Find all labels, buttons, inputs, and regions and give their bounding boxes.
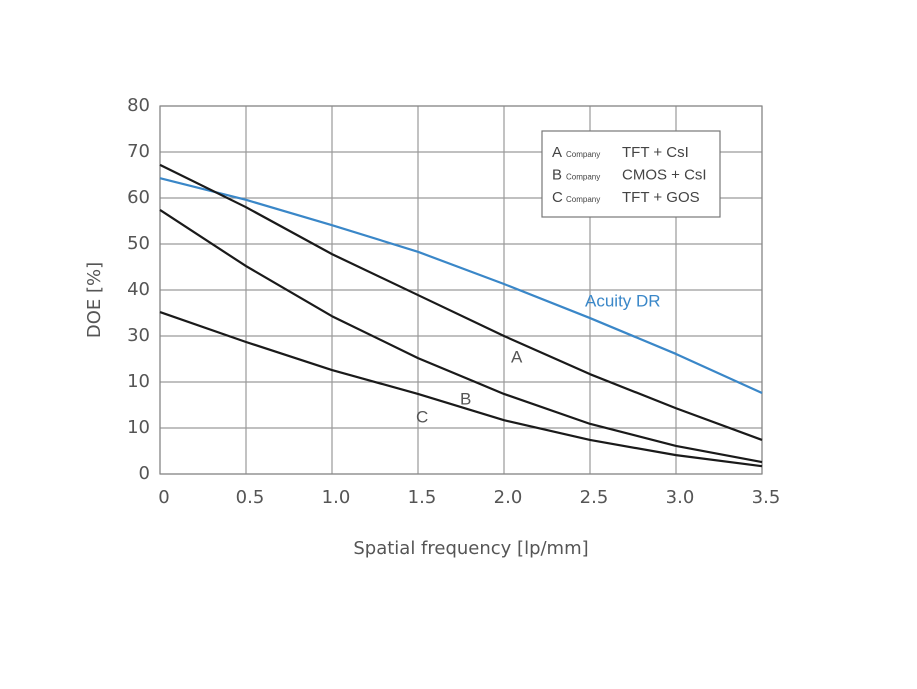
y-tick-label: 0	[139, 463, 150, 484]
y-tick-label: 10	[127, 417, 150, 438]
series-label: C	[416, 407, 428, 426]
series-label: A	[511, 347, 523, 366]
x-axis-label: Spatial frequency [lp/mm]	[353, 538, 588, 559]
legend-letter: A	[552, 144, 562, 161]
plot-border	[159, 105, 763, 475]
x-tick-label: 0.5	[236, 487, 265, 508]
legend-company: Company	[566, 173, 600, 182]
x-tick-label: 2.5	[580, 487, 609, 508]
legend-detector: TFT + GOS	[622, 189, 700, 206]
x-tick-label: 3.0	[666, 487, 695, 508]
y-tick-label: 60	[127, 187, 150, 208]
y-tick-label: 80	[127, 95, 150, 116]
legend-detector: CMOS + CsI	[622, 166, 707, 183]
series-label: B	[460, 389, 471, 408]
legend-detector: TFT + CsI	[622, 144, 689, 161]
y-tick-label: 10	[127, 371, 150, 392]
legend-company: Company	[566, 150, 600, 159]
legend-letter: B	[552, 166, 562, 183]
x-tick-label: 1.5	[408, 487, 437, 508]
y-tick-label: 50	[127, 233, 150, 254]
series-label: Acuity DR	[585, 291, 661, 310]
data-line	[159, 163, 763, 441]
data-line	[159, 177, 763, 395]
legend-company: Company	[566, 195, 600, 204]
y-axis-label: DOE [%]	[84, 262, 105, 338]
data-line	[159, 311, 763, 468]
legend-box	[541, 130, 721, 218]
y-tick-label: 30	[127, 325, 150, 346]
y-tick-label: 40	[127, 279, 150, 300]
x-tick-label: 3.5	[752, 487, 781, 508]
legend-letter: C	[552, 189, 563, 206]
data-line	[159, 209, 763, 464]
y-tick-label: 70	[127, 141, 150, 162]
x-tick-label: 2.0	[494, 487, 523, 508]
x-tick-label: 1.0	[322, 487, 351, 508]
x-tick-label: 0	[158, 487, 169, 508]
